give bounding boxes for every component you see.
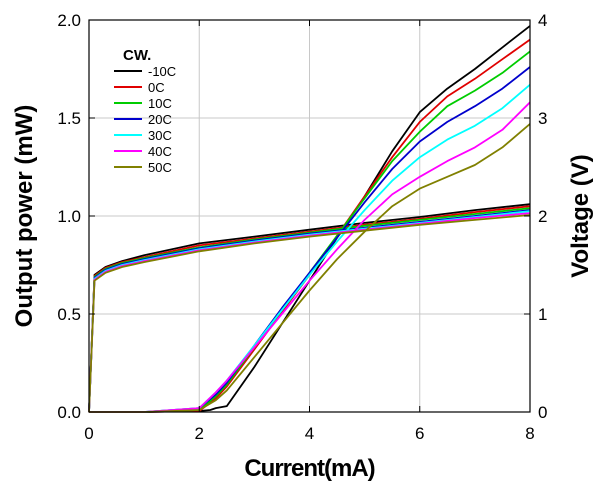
legend-title: CW. bbox=[123, 47, 151, 64]
y-right-tick-label: 2 bbox=[538, 207, 547, 226]
y-axis-title: Output power (mW) bbox=[11, 105, 38, 328]
y-tick-label: 2.0 bbox=[57, 11, 81, 30]
y-right-tick-label: 3 bbox=[538, 109, 547, 128]
axis-ticks: 0 2 4 6 8 0.0 0.5 1.0 1.5 2.0 0 1 2 3 4 bbox=[57, 11, 547, 443]
grid-lines bbox=[89, 20, 530, 412]
series-power-line-6 bbox=[89, 123, 531, 413]
legend-label: -10C bbox=[148, 64, 176, 79]
legend-label: 0C bbox=[148, 80, 165, 95]
y-axis-right-title: Voltage (V) bbox=[567, 154, 594, 278]
legend-label: 30C bbox=[148, 128, 172, 143]
x-axis-title: Current(mA) bbox=[244, 455, 374, 482]
legend-label: 10C bbox=[148, 96, 172, 111]
y-right-tick-label: 1 bbox=[538, 305, 547, 324]
y-tick-label: 0.0 bbox=[57, 403, 81, 422]
legend-label: 50C bbox=[148, 160, 172, 175]
y-tick-label: 0.5 bbox=[57, 305, 81, 324]
legend-label: 20C bbox=[148, 112, 172, 127]
legend-label: 40C bbox=[148, 144, 172, 159]
y-tick-label: 1.0 bbox=[57, 207, 81, 226]
x-tick-label: 6 bbox=[415, 424, 424, 443]
series-lines bbox=[88, 25, 531, 413]
y-right-tick-label: 0 bbox=[538, 403, 547, 422]
x-tick-label: 8 bbox=[525, 424, 534, 443]
x-tick-label: 4 bbox=[305, 424, 314, 443]
series-voltage-line-6 bbox=[88, 214, 531, 413]
x-tick-label: 0 bbox=[84, 424, 93, 443]
y-tick-label: 1.5 bbox=[57, 109, 81, 128]
y-right-tick-label: 4 bbox=[538, 11, 547, 30]
x-tick-label: 2 bbox=[195, 424, 204, 443]
series-power-line-5 bbox=[89, 101, 531, 413]
